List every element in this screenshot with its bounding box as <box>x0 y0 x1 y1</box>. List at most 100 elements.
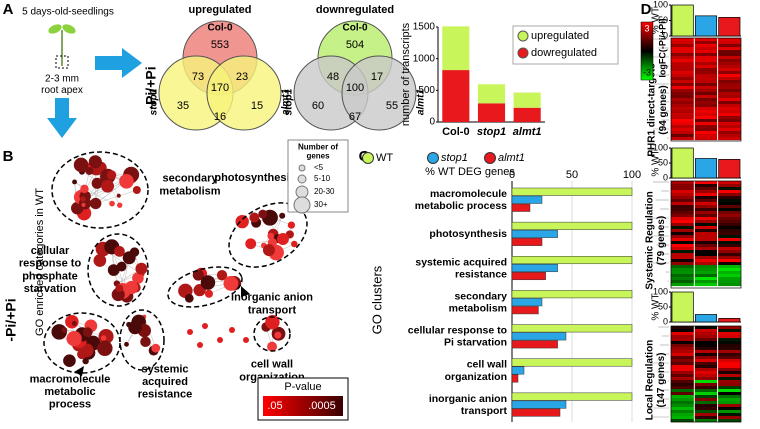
region-count: 504 <box>346 39 364 51</box>
heatmap-cell <box>717 250 741 254</box>
heatmap-cell <box>671 199 695 203</box>
pvalue-gradient <box>263 396 343 416</box>
bar <box>694 158 718 179</box>
region-count: 16 <box>214 111 226 123</box>
heatmap-cell <box>694 265 718 269</box>
heatmap-cell <box>717 128 741 132</box>
heatmap-cell <box>717 104 741 108</box>
heatmap-cell <box>694 401 718 405</box>
heatmap-cell <box>694 347 718 351</box>
heatmap-cell <box>671 74 695 78</box>
bar <box>511 256 633 265</box>
heatmap-cell <box>694 253 718 257</box>
heatmap-cell <box>671 268 695 272</box>
x-tick-label: stop1 <box>477 126 506 138</box>
text-line: metabolism <box>159 185 220 197</box>
bar <box>511 290 633 299</box>
node <box>140 336 151 347</box>
heatmap-cell <box>694 86 718 90</box>
node <box>106 170 117 180</box>
heatmap-cell <box>671 401 695 405</box>
heatmap-cell <box>694 407 718 411</box>
y-tick-label: 0 <box>663 30 668 40</box>
heatmap-cell <box>671 265 695 269</box>
text-line: (94 genes) <box>657 85 668 134</box>
heatmap-cell <box>671 353 695 357</box>
heatmap-cell <box>694 383 718 387</box>
heatmap-cell <box>694 241 718 245</box>
y-tick-label: 1500 <box>413 22 436 33</box>
region-count: 67 <box>349 111 361 123</box>
heatmap-cell <box>717 232 741 236</box>
heatmap-cell <box>671 329 695 333</box>
heatmap-cell <box>694 353 718 357</box>
text-line: starvation <box>24 283 77 295</box>
heatmap-cell <box>694 65 718 69</box>
heatmap-cell <box>671 368 695 372</box>
y-tick-label: 50 <box>658 301 668 311</box>
node <box>65 314 79 329</box>
heatmap-cell <box>671 362 695 366</box>
heatmap-cell <box>694 104 718 108</box>
heatmap-cell <box>717 113 741 117</box>
heatmap-cell <box>671 50 695 54</box>
node <box>100 335 107 341</box>
node <box>202 323 208 329</box>
bar <box>511 392 633 401</box>
heatmap-cell <box>671 116 695 120</box>
heatmap-cell <box>717 277 741 281</box>
heatmap-cell <box>717 95 741 99</box>
text-line: inorganic anion <box>231 292 313 304</box>
legend-label: 30+ <box>314 200 328 209</box>
heatmap-cell <box>671 125 695 129</box>
heatmap-cell <box>717 353 741 357</box>
node <box>93 254 107 267</box>
heatmap-cell <box>694 398 718 402</box>
legend-label: <5 <box>314 163 324 172</box>
node <box>114 246 125 257</box>
heatmap-cell <box>694 80 718 84</box>
heatmap-cell <box>671 283 695 287</box>
heatmap-cell <box>694 338 718 342</box>
axis-label: GO enriched categories in WT <box>34 188 46 336</box>
heatmap-cell <box>671 377 695 381</box>
treatment-label: -Pi/+Pi <box>143 66 159 109</box>
heatmap-cell <box>671 389 695 393</box>
heatmap-cell <box>694 377 718 381</box>
text-line: root apex <box>41 84 83 95</box>
node <box>243 337 249 343</box>
heatmap-cell <box>717 89 741 93</box>
heatmap-cell <box>717 362 741 366</box>
y-tick-label: 0 <box>663 316 668 326</box>
heatmap-cell <box>694 404 718 408</box>
y-axis-label: % WT <box>651 293 662 320</box>
size-key <box>295 185 309 199</box>
heatmap-cell <box>694 56 718 60</box>
node <box>197 342 203 348</box>
node <box>151 343 161 353</box>
bar-segment <box>442 70 470 122</box>
heatmap-cell <box>694 410 718 414</box>
heatmap-cell <box>717 65 741 69</box>
heatmap-cell <box>671 217 695 221</box>
heatmap-cell <box>694 271 718 275</box>
heatmap-cell <box>671 190 695 194</box>
heatmap-cell <box>717 53 741 57</box>
bar <box>511 264 558 273</box>
bar-segment <box>477 103 506 122</box>
heatmap-cell <box>694 350 718 354</box>
text-line: systemic acquired <box>415 256 507 268</box>
heatmap-cell <box>694 128 718 132</box>
node <box>116 261 127 272</box>
heatmap-cell <box>694 356 718 360</box>
node <box>122 251 136 265</box>
set-label: stop1 <box>284 88 295 115</box>
heatmap-cell <box>717 92 741 96</box>
colorbar-label: 3 <box>644 23 649 33</box>
x-tick-label: 100 <box>623 169 641 181</box>
text-line: genes <box>306 152 330 161</box>
heatmap-cell <box>694 329 718 333</box>
heatmap-cell <box>694 119 718 123</box>
y-tick-label: 100 <box>653 286 668 296</box>
heatmap-cell <box>694 125 718 129</box>
